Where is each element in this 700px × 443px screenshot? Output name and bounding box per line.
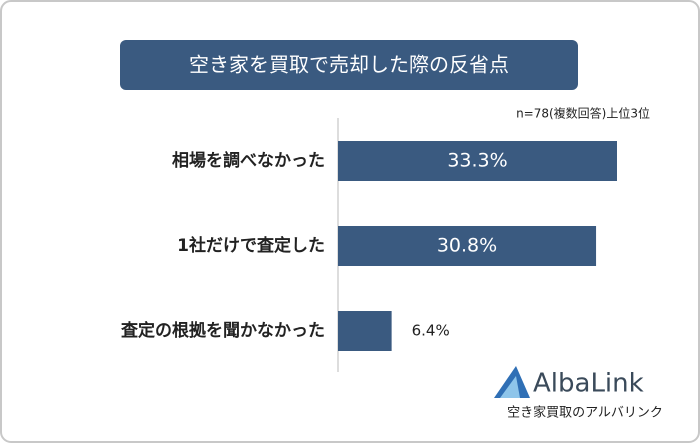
bar — [338, 141, 617, 181]
brand-name: AlbaLink — [533, 369, 644, 399]
value-label: 33.3% — [447, 150, 507, 172]
logo-icon-inner — [500, 376, 520, 398]
chart-title: 空き家を買取で売却した際の反省点 — [189, 53, 509, 77]
bar — [338, 226, 597, 266]
subtitle: n=78(複数回答)上位3位 — [516, 106, 650, 121]
brand-tagline: 空き家買取のアルバリンク — [507, 405, 663, 421]
bar — [338, 311, 392, 351]
category-label: 査定の根拠を聞かなかった — [120, 320, 325, 341]
category-label: 1社だけで査定した — [177, 235, 325, 256]
category-label: 相場を調べなかった — [172, 150, 325, 171]
title-box — [120, 40, 578, 90]
logo: AlbaLink 空き家買取のアルバリンク — [494, 366, 663, 421]
value-label: 6.4% — [412, 322, 450, 340]
value-label: 30.8% — [437, 235, 497, 257]
